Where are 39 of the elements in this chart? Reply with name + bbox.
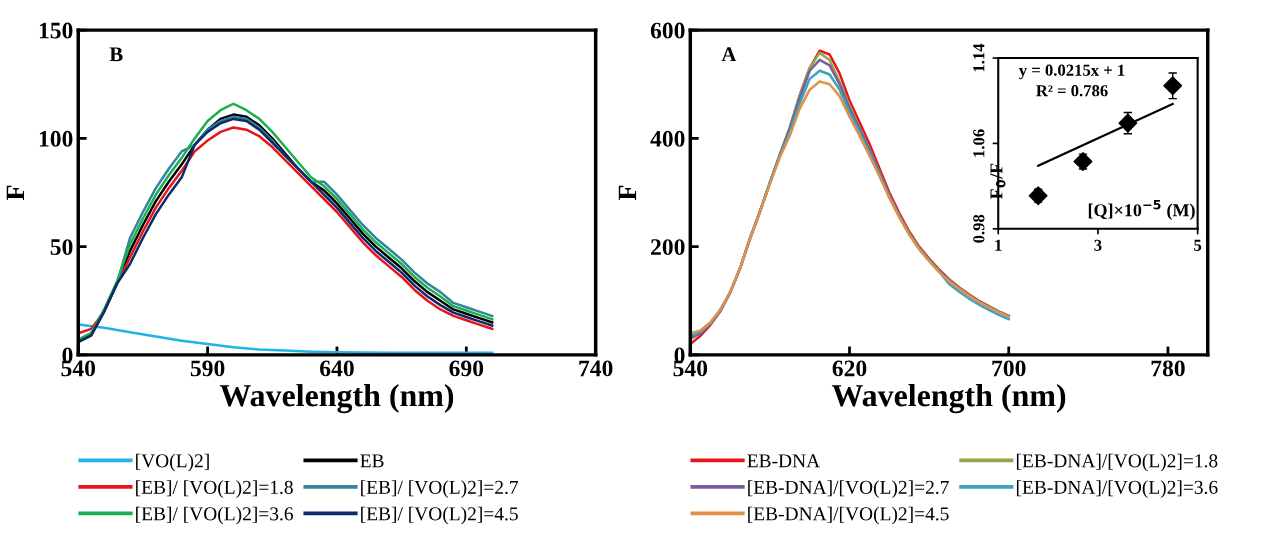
- x-tick-label: 1: [995, 239, 1002, 251]
- x-tick-label: 620: [832, 360, 867, 377]
- legend-label: [EB-DNA]/[VO(L)2]=4.5: [748, 506, 949, 525]
- legend-label: [VO(L)2]: [136, 453, 209, 472]
- y-axis-title: F: [618, 185, 637, 201]
- legend-label: [EB]/ [VO(L)2]=4.5: [361, 506, 518, 525]
- x-tick-label: 700: [992, 360, 1026, 377]
- y-tick-label: 400: [650, 130, 685, 147]
- y-axis-title: F: [6, 185, 25, 201]
- annotation: A: [721, 47, 737, 62]
- legend-label: EB-DNA: [747, 454, 821, 468]
- x-tick-label: 5: [1194, 239, 1202, 251]
- y-tick-label: 100: [39, 130, 73, 147]
- x-tick-label: 740: [579, 360, 613, 377]
- x-tick-label: 590: [190, 360, 225, 377]
- legend-label: [EB]/ [VO(L)2]=2.7: [361, 480, 519, 498]
- x-axis-title: Wavelength (nm): [831, 383, 1066, 414]
- legend-label: EB: [360, 454, 384, 468]
- annotation: R² = 0.786: [1036, 85, 1108, 97]
- y-tick-label: 0.98: [973, 214, 985, 243]
- x-axis-title: [Q]×10$^{−5}$ (M): [1088, 200, 1195, 220]
- x-tick-label: 780: [1151, 360, 1185, 377]
- y-tick-label: 200: [651, 239, 685, 256]
- y-tick-label: 1.14: [973, 43, 985, 72]
- annotation: y = 0.0215x + 1: [1018, 64, 1125, 80]
- legend-label: [EB]/ [VO(L)2]=3.6: [136, 506, 293, 525]
- x-tick-label: 640: [320, 360, 354, 377]
- x-tick-label: 690: [449, 360, 484, 377]
- y-tick-label: 150: [39, 22, 73, 39]
- annotation: B: [109, 47, 123, 62]
- x-tick-label: 3: [1094, 239, 1102, 251]
- y-tick-label: 50: [50, 239, 73, 256]
- y-tick-label: 600: [650, 22, 685, 39]
- y-tick-label: 1.06: [973, 129, 985, 157]
- legend-label: [EB-DNA]/[VO(L)2]=1.8: [1016, 453, 1218, 472]
- x-axis-title: Wavelength (nm): [219, 383, 454, 414]
- legend-label: [EB]/ [VO(L)2]=1.8: [136, 480, 293, 498]
- legend-label: [EB-DNA]/[VO(L)2]=2.7: [748, 480, 949, 498]
- legend-label: [EB-DNA]/[VO(L)2]=3.6: [1016, 480, 1218, 498]
